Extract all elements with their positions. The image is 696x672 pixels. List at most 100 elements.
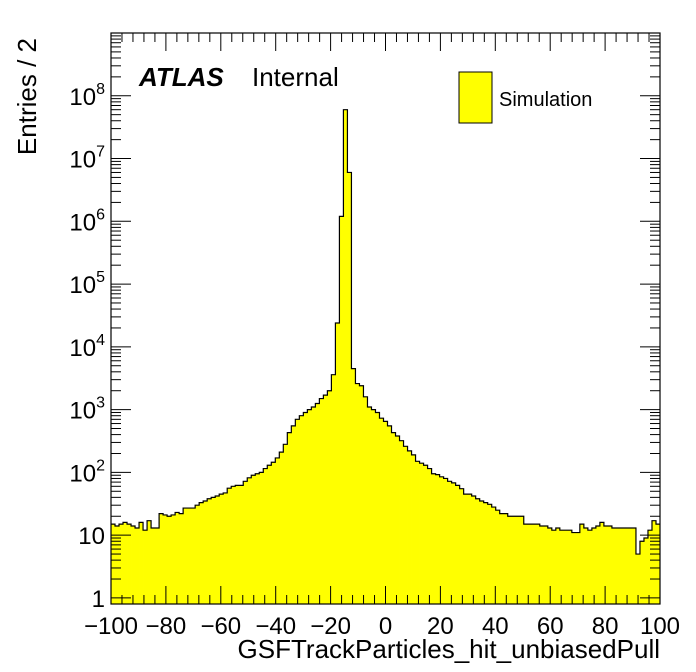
histogram-bin — [291, 425, 296, 604]
histogram-bin — [355, 383, 360, 604]
histogram-bin — [127, 524, 132, 604]
histogram-bin — [327, 390, 332, 604]
histogram-bin — [335, 322, 340, 604]
histogram-bin — [551, 530, 557, 604]
y-tick-label: 104 — [69, 332, 105, 362]
y-tick-label: 103 — [69, 395, 105, 425]
histogram-outline — [111, 109, 660, 555]
histogram-bin — [351, 368, 356, 604]
x-axis-ticks: −100 −80 −60 −40 −20 0 20 40 60 80 100 — [84, 33, 680, 640]
histogram-bin — [651, 520, 657, 604]
histogram-bin — [503, 513, 509, 604]
histogram-bin — [251, 475, 256, 604]
histogram-bin — [323, 395, 328, 604]
histogram-bin — [199, 502, 204, 604]
histogram-bin — [375, 412, 380, 604]
histogram-bin — [615, 528, 621, 604]
histogram-bin — [431, 473, 436, 604]
histogram-bin — [587, 530, 593, 604]
histogram-bin — [555, 528, 561, 604]
histogram-bin — [471, 496, 477, 604]
histogram-bin — [227, 488, 232, 604]
histogram-bin — [391, 432, 396, 604]
histogram-bin — [495, 510, 501, 604]
histogram-bin — [143, 530, 148, 604]
x-tick-label: 40 — [482, 613, 509, 640]
histogram-bin — [203, 501, 208, 604]
histogram-bin — [167, 516, 172, 604]
histogram-bin — [295, 419, 300, 604]
histogram-bin — [571, 532, 577, 604]
histogram-bin — [247, 477, 252, 604]
histogram-bin — [287, 432, 292, 604]
legend-label: Simulation — [499, 89, 592, 111]
y-tick-label: 1 — [92, 586, 105, 613]
histogram-bin — [399, 440, 404, 604]
x-tick-label: −80 — [146, 613, 187, 640]
internal-label: Internal — [252, 62, 339, 92]
histogram-bin — [415, 461, 420, 604]
histogram-bin — [263, 468, 268, 604]
legend-swatch — [458, 71, 493, 124]
histogram-bin — [219, 494, 224, 604]
histogram-bin — [383, 421, 388, 604]
histogram-bin — [379, 418, 384, 604]
histogram-bin — [623, 528, 629, 604]
histogram-bin — [559, 530, 565, 604]
y-tick-label: 10 — [78, 523, 105, 550]
histogram-bin — [547, 528, 553, 604]
histogram-bin — [395, 435, 400, 604]
histogram-bin — [407, 450, 412, 604]
histogram-bin — [639, 541, 645, 604]
histogram-bin — [643, 538, 649, 604]
histogram-bin — [135, 528, 140, 604]
histogram-bin — [447, 481, 453, 604]
x-axis-title: GSFTrackParticles_hit_unbiasedPull — [238, 634, 660, 664]
histogram-bin — [347, 172, 352, 604]
histogram-bin — [195, 505, 200, 604]
histogram-bin — [151, 528, 156, 604]
histogram-bin — [443, 478, 449, 604]
histogram-bin — [343, 109, 348, 604]
histogram-bin — [575, 532, 581, 604]
x-tick-label: 80 — [592, 613, 619, 640]
histogram-bin — [519, 516, 525, 604]
y-tick-label: 105 — [69, 269, 105, 299]
histogram-bin — [459, 488, 465, 604]
histogram-bin — [175, 512, 180, 604]
histogram-bin — [215, 496, 220, 604]
histogram-bin — [479, 501, 485, 604]
histogram-bin — [131, 525, 136, 604]
x-tick-label: −40 — [255, 613, 296, 640]
histogram-bin — [619, 528, 625, 604]
histogram-bin — [647, 530, 653, 604]
histogram-bin — [611, 528, 617, 604]
histogram-bin — [275, 457, 280, 604]
histogram-bin — [419, 463, 424, 604]
histogram-bin — [511, 516, 517, 604]
histogram-bin — [319, 398, 324, 604]
histogram-bin — [139, 522, 144, 604]
histogram-bin — [259, 472, 264, 604]
histogram-bin — [515, 516, 521, 604]
histogram-bin — [119, 524, 124, 604]
histogram-bin — [147, 520, 152, 604]
histogram-bin — [635, 554, 641, 604]
histogram-bin — [115, 525, 120, 604]
histogram-bin — [223, 492, 228, 604]
histogram-bin — [591, 528, 597, 604]
histogram-bin — [211, 497, 216, 604]
histogram-bin — [483, 502, 489, 604]
histogram-bin — [163, 514, 168, 604]
histogram-bin — [579, 524, 585, 604]
histogram-bin — [487, 504, 493, 604]
histogram-bin — [567, 530, 573, 604]
histogram-bin — [539, 525, 545, 604]
histogram-bin — [239, 485, 244, 604]
histogram-bin — [331, 374, 336, 604]
histogram-bin — [435, 474, 440, 604]
x-tick-label: −60 — [200, 613, 241, 640]
y-tick-label: 108 — [69, 81, 105, 111]
histogram-bin — [491, 507, 497, 604]
